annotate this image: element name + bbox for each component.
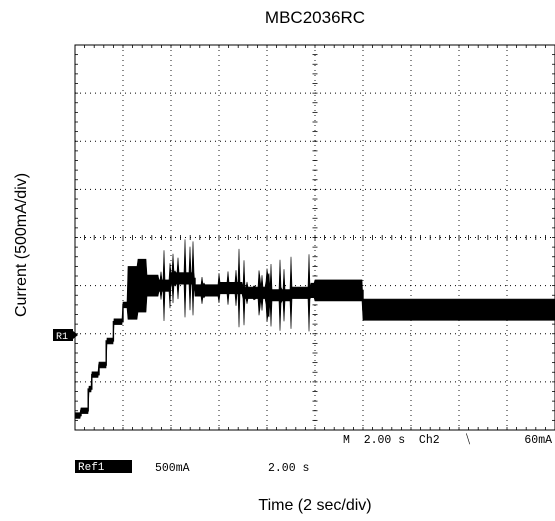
ref-label-badge: Ref1 — [75, 460, 132, 474]
ref-marker: R1 — [53, 329, 78, 343]
ref-scale-readout: 500mA — [155, 462, 190, 475]
chart-title: MBC2036RC — [264, 8, 366, 27]
ref-label-text: Ref1 — [78, 462, 105, 474]
trace-line — [75, 277, 555, 417]
ref-marker-text: R1 — [56, 332, 68, 343]
trigger-slope-icon: ⧹ — [466, 433, 471, 447]
trigger-level-readout: 60mA — [524, 434, 552, 447]
grid — [74, 44, 555, 431]
ref-time-readout: 2.00 s — [268, 462, 309, 475]
trace-band — [74, 239, 555, 419]
timebase-readout: M 2.00 s Ch2 — [343, 434, 440, 447]
trace — [74, 239, 555, 419]
x-axis-label: Time (2 sec/div) — [258, 497, 372, 514]
